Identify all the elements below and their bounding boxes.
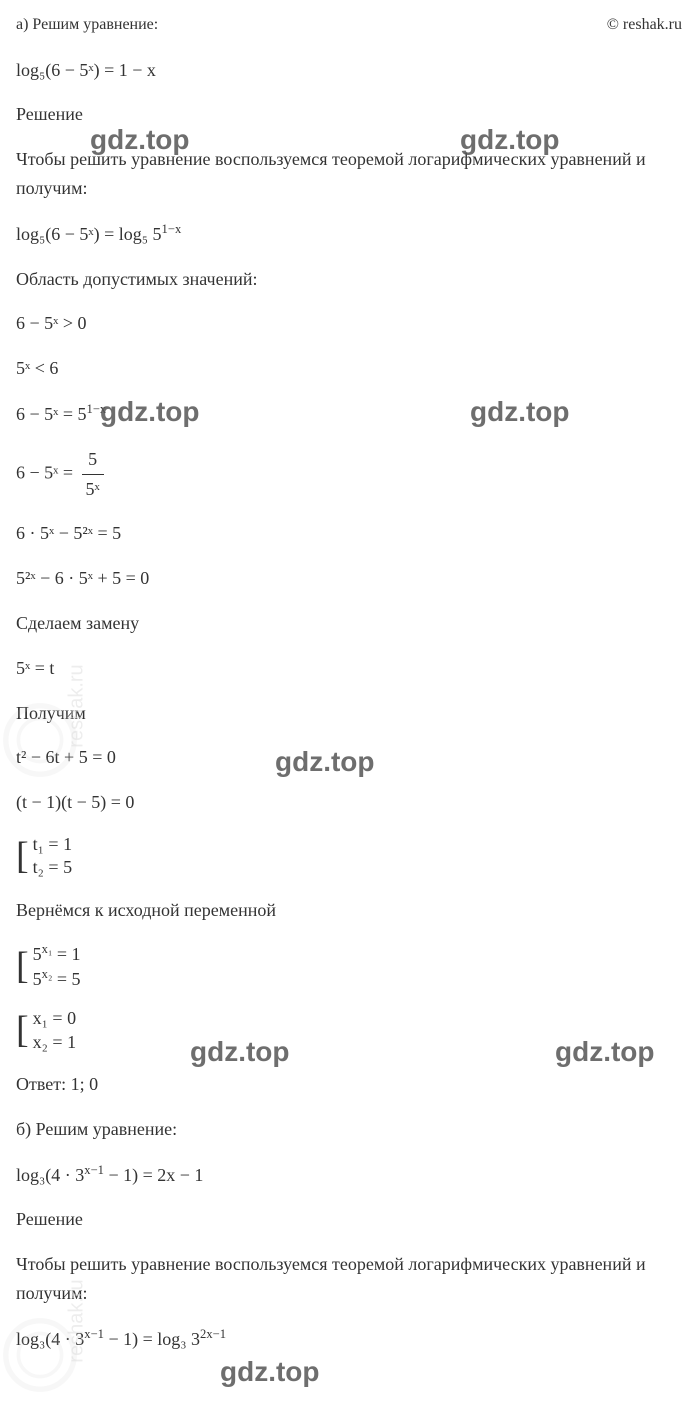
header-row: а) Решим уравнение: © reshak.ru xyxy=(16,12,682,38)
equation-1: log₅(6 − 5ˣ) = 1 − x xyxy=(16,56,682,85)
sys2-row-a: 5x₁ = 1 xyxy=(33,941,81,966)
equation-6: 6 − 5ˣ = 5 5ˣ xyxy=(16,445,682,504)
sys1-row-b: t₂ = 5 xyxy=(33,856,72,879)
fraction-numerator: 5 xyxy=(82,445,104,475)
equation-3: 6 − 5ˣ > 0 xyxy=(16,309,682,338)
bracket-icon: [ xyxy=(16,1015,29,1045)
get-label: Получим xyxy=(16,699,682,728)
eq5-sup: 1−x xyxy=(87,402,107,416)
sys2-row-b: 5x₂ = 5 xyxy=(33,966,81,991)
return-label: Вернёмся к исходной переменной xyxy=(16,896,682,925)
answer-label: Ответ: 1; 0 xyxy=(16,1070,682,1099)
sys1-row-a: t₁ = 1 xyxy=(33,833,72,856)
eqb1-sup: x−1 xyxy=(84,1163,104,1177)
equation-2: log₅(6 − 5ˣ) = log₅ 51−x xyxy=(16,219,682,249)
equation-9: 5ˣ = t xyxy=(16,654,682,683)
equation-b1: log₃(4 · 3x−1 − 1) = 2x − 1 xyxy=(16,1160,682,1190)
domain-label: Область допустимых значений: xyxy=(16,265,682,294)
task-a-label: а) Решим уравнение: xyxy=(16,12,158,38)
system-3: [ x₁ = 0 x₂ = 1 xyxy=(16,1007,682,1054)
eq2-base: log₅(6 − 5ˣ) = log₅ 5 xyxy=(16,224,162,244)
eq5-base: 6 − 5ˣ = 5 xyxy=(16,404,87,424)
substitution-label: Сделаем замену xyxy=(16,609,682,638)
eqb1-a: log₃(4 · 3 xyxy=(16,1165,84,1185)
eqb1-b: − 1) = 2x − 1 xyxy=(104,1165,203,1185)
equation-7: 6 · 5ˣ − 5²ˣ = 5 xyxy=(16,519,682,548)
task-b-label: б) Решим уравнение: xyxy=(16,1115,682,1144)
bracket-icon: [ xyxy=(16,951,29,981)
system-1: [ t₁ = 1 t₂ = 5 xyxy=(16,833,682,880)
sys3-row-b: x₂ = 1 xyxy=(33,1031,76,1054)
copyright-label: © reshak.ru xyxy=(607,12,682,38)
bracket-icon: [ xyxy=(16,841,29,871)
equation-11: (t − 1)(t − 5) = 0 xyxy=(16,788,682,817)
equation-4: 5ˣ < 6 xyxy=(16,354,682,383)
system-2: [ 5x₁ = 1 5x₂ = 5 xyxy=(16,941,682,992)
eqb2-a: log₃(4 · 3 xyxy=(16,1329,84,1349)
eqb2-sup2: 2x−1 xyxy=(200,1327,226,1341)
equation-10: t² − 6t + 5 = 0 xyxy=(16,743,682,772)
eq6-lhs: 6 − 5ˣ = xyxy=(16,462,78,482)
eqb2-sup1: x−1 xyxy=(84,1327,104,1341)
fraction-denominator: 5ˣ xyxy=(82,475,104,504)
eq2-sup: 1−x xyxy=(162,222,182,236)
equation-8: 5²ˣ − 6 · 5ˣ + 5 = 0 xyxy=(16,564,682,593)
solution-label: Решение xyxy=(16,100,682,129)
fraction: 5 5ˣ xyxy=(82,445,104,504)
equation-b2: log₃(4 · 3x−1 − 1) = log₃ 32x−1 xyxy=(16,1324,682,1354)
eqb2-b: − 1) = log₃ 3 xyxy=(104,1329,200,1349)
sys3-row-a: x₁ = 0 xyxy=(33,1007,76,1030)
equation-5: 6 − 5ˣ = 51−x xyxy=(16,399,682,429)
theory-text-2: Чтобы решить уравнение воспользуемся тео… xyxy=(16,1250,682,1308)
watermark-gdz: gdz.top xyxy=(220,1350,320,1395)
solution-label-b: Решение xyxy=(16,1205,682,1234)
theory-text-1: Чтобы решить уравнение воспользуемся тео… xyxy=(16,145,682,203)
